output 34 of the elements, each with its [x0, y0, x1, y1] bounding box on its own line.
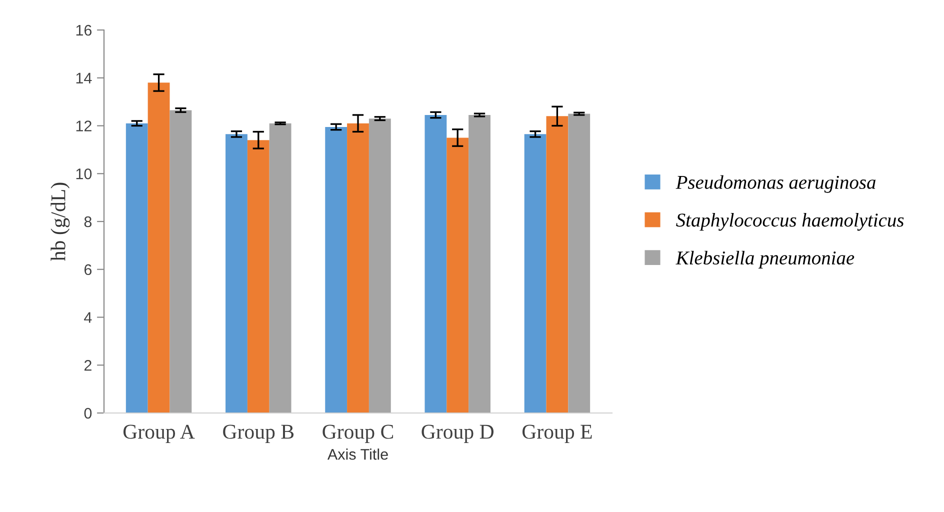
- y-tick-label: 16: [76, 24, 92, 36]
- bar: [347, 123, 369, 413]
- legend-label: Pseudomonas aeruginosa: [676, 175, 876, 193]
- y-tick-label: 0: [84, 408, 92, 419]
- bar: [446, 138, 469, 413]
- bar: [568, 114, 590, 413]
- legend-label: Staphylococcus haemolyticus: [676, 213, 904, 231]
- bar: [269, 123, 292, 413]
- bar: [468, 114, 490, 413]
- y-tick-label: 12: [76, 120, 92, 132]
- x-tick-label: Group A: [123, 424, 195, 444]
- x-tick-label: Group D: [422, 424, 494, 444]
- bar: [170, 110, 192, 413]
- bar: [368, 118, 391, 413]
- bar: [126, 123, 148, 413]
- y-tick-label: 6: [84, 264, 92, 276]
- y-tick-label: 14: [76, 72, 92, 84]
- x-tick-label: Group E: [522, 424, 592, 444]
- bar: [247, 140, 270, 413]
- y-axis-title: hb (g/dL): [50, 182, 70, 261]
- legend-label: Klebsiella pneumoniae: [676, 250, 854, 268]
- x-tick-label: Group B: [223, 424, 294, 444]
- bar: [424, 114, 447, 413]
- bar: [546, 116, 568, 413]
- bar: [148, 82, 170, 413]
- y-tick-label: 10: [76, 168, 92, 180]
- y-tick-label: 4: [84, 312, 92, 323]
- y-tick-label: 2: [84, 360, 92, 371]
- bar: [524, 134, 546, 413]
- bar: [325, 126, 348, 413]
- bar: [226, 134, 248, 413]
- y-tick-label: 8: [84, 216, 92, 228]
- x-tick-label: Group C: [322, 424, 394, 444]
- x-axis-title: Axis Title: [327, 448, 388, 460]
